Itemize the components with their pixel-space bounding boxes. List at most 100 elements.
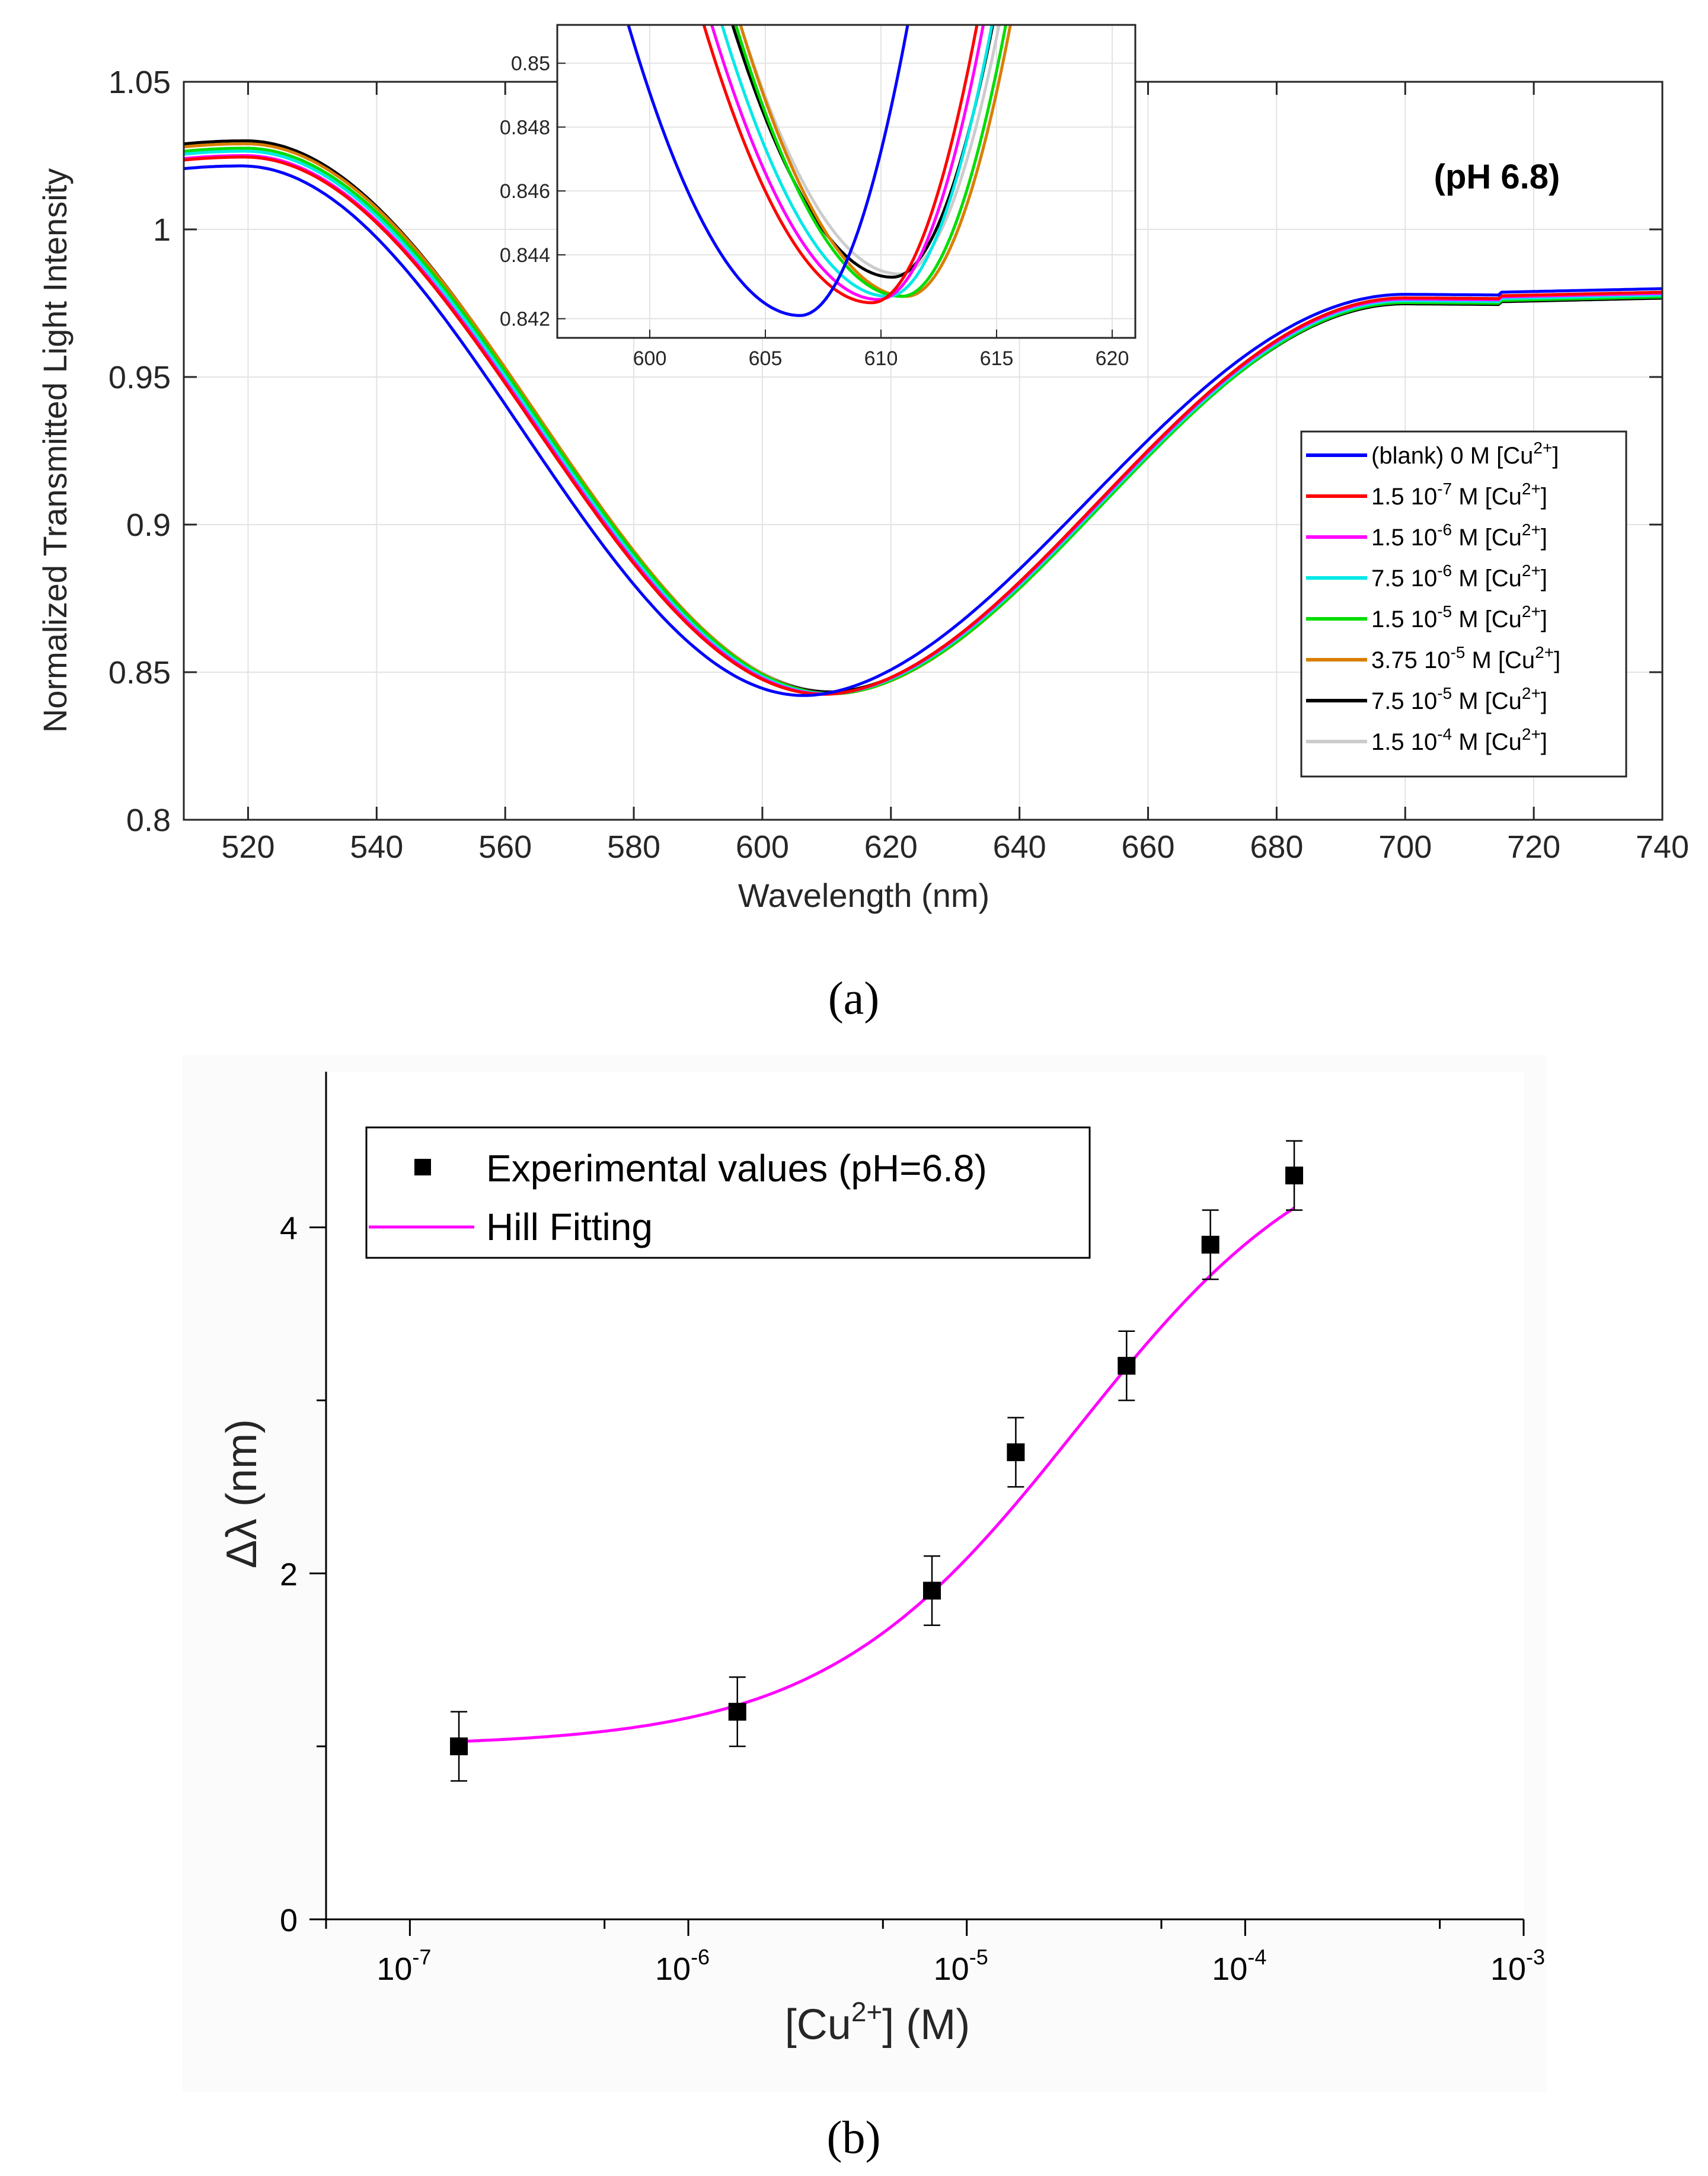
legend-conc: 1.5 10 [1371,606,1437,632]
inset-y-tick-label: 0.848 [500,116,550,139]
legend-exponent: -5 [1437,602,1452,621]
legend-exponent: -6 [1437,561,1452,580]
panel-a-x-axis-label: Wavelength (nm) [738,877,989,914]
legend-exponent: -7 [1437,480,1452,498]
legend-conc: 1.5 10 [1371,729,1437,755]
legend-label: 7.5 10-5 M [Cu2+] [1371,684,1547,714]
legend-cu-charge: 2+ [1522,561,1541,580]
x-tick-exponent: -5 [969,1945,988,1969]
x-tick-exponent: -7 [412,1945,431,1969]
data-marker [1285,1167,1304,1185]
data-point [728,1676,746,1747]
panel-b-y-tick-label: 4 [280,1211,298,1247]
inset-curve [710,25,985,301]
panel-b-x-tick-label: 10-3 [1490,1945,1545,1987]
legend-experimental-label: Experimental values (pH=6.8) [486,1147,987,1190]
panel-a-legend-item: 7.5 10-6 M [Cu2+] [1306,561,1547,592]
inset-y-tick-label: 0.85 [511,53,550,75]
legend-bracket: ] [1552,443,1559,469]
inset-x-tick-label: 620 [1096,347,1129,370]
panel-b-x-axis-label: [Cu2+] (M) [785,1996,970,2049]
legend-unit: M [Cu [1452,729,1522,755]
legend-conc: 1.5 10 [1371,525,1437,551]
inset-curve [627,25,909,317]
legend-bracket: ] [1541,688,1547,714]
legend-bracket: ] [1554,647,1560,673]
panel-a-y-axis-label: Normalized Transmitted Light Intensity [36,168,74,733]
panel-a-legend-item: 1.5 10-6 M [Cu2+] [1306,520,1547,551]
panel-a-x-tick-label: 620 [864,829,918,865]
inset-y-tick-label: 0.846 [500,180,550,203]
legend-label: 7.5 10-6 M [Cu2+] [1371,561,1547,592]
panel-b-legend-box [365,1126,1091,1259]
data-point [1285,1140,1304,1211]
panel-a-x-tick-label: 560 [478,829,532,865]
panel-a-y-tick-label: 0.9 [126,507,171,543]
inset-x-tick-label: 615 [980,347,1014,370]
panel-a-x-tick-label: 740 [1636,829,1689,865]
inset-ticks: 600 605 610 615 620 0.842 0.844 0.846 0.848 0.85 [500,53,1129,370]
x-tick-exponent: -4 [1247,1945,1266,1969]
legend-bracket: ] [1541,606,1547,632]
data-marker [1118,1357,1136,1375]
panel-b-y-axis-label: Δλ (nm) [218,1419,266,1568]
data-marker [728,1702,746,1721]
legend-unit: M [Cu [1452,525,1522,551]
data-point [1201,1209,1219,1280]
data-point [1007,1417,1025,1488]
legend-cu-charge: 2+ [1533,439,1552,457]
x-label-prefix: [Cu [785,2001,851,2049]
caption-b: (b) [827,2111,881,2163]
panel-b-y-tick-label: 2 [280,1557,298,1592]
panel-b-x-tick-label: 10-5 [934,1945,988,1987]
legend-unit: [Cu [1490,443,1533,469]
legend-exponent: -5 [1450,643,1465,662]
spectrum-curve [184,164,1662,697]
panel-a-x-tick-label: 700 [1378,829,1432,865]
ph-annotation: (pH 6.8) [1434,158,1560,196]
panel-a-x-tick-label: 680 [1250,829,1303,865]
legend-label: 1.5 10-4 M [Cu2+] [1371,725,1547,755]
inset-y-tick-label: 0.842 [500,308,550,331]
panel-a-legend-item: (blank) 0 M [Cu2+] [1306,439,1559,469]
data-marker [1007,1443,1025,1462]
legend-cu-charge: 2+ [1522,684,1541,702]
panel-a-legend-item: 3.75 10-5 M [Cu2+] [1306,643,1560,673]
x-label-superscript: 2+ [851,1996,882,2027]
panel-a-legend-items: (blank) 0 M [Cu2+]1.5 10-7 M [Cu2+]1.5 1… [1306,439,1560,755]
legend-label: 3.75 10-5 M [Cu2+] [1371,643,1560,673]
legend-hill-label: Hill Fitting [486,1206,653,1248]
legend-cu-charge: 2+ [1522,480,1541,498]
legend-exponent: -5 [1437,684,1452,702]
legend-cu-charge: 2+ [1522,520,1541,539]
panel-b-x-tick-label: 10-4 [1212,1945,1266,1987]
panel-b-x-tick-label: 10-7 [376,1945,431,1987]
legend-bracket: ] [1541,484,1547,510]
legend-unit: M [Cu [1452,565,1522,592]
x-tick-base: 10 [934,1951,969,1987]
panel-a-x-tick-label: 660 [1121,829,1174,865]
legend-conc: 7.5 10 [1371,565,1437,592]
panel-b-points [450,1140,1304,1782]
panel-a-tick-labels: 520 540 560 580 600 620 640 660 680 700 720 740 0.8 0… [108,65,1689,865]
legend-exponent: -6 [1437,520,1452,539]
panel-b-x-tick-label: 10-6 [655,1945,710,1987]
panel-a-y-tick-label: 1 [153,212,171,248]
legend-cu-charge: 2+ [1522,725,1541,743]
legend-unit: M [Cu [1452,606,1522,632]
panel-a-x-tick-label: 600 [736,829,789,865]
x-tick-base: 10 [1212,1951,1247,1987]
panel-b-ticks [309,1226,1525,1936]
panel-a-legend-box [1300,430,1627,778]
data-marker [450,1737,468,1756]
panel-a-x-tick-label: 520 [221,829,274,865]
panel-a-legend-item: 1.5 10-5 M [Cu2+] [1306,602,1547,632]
panel-b-legend: Experimental values (pH=6.8) Hill Fittin… [365,1126,1091,1259]
data-point [450,1711,468,1782]
legend-conc: 1.5 10 [1371,484,1437,510]
legend-unit: M [Cu [1452,688,1522,714]
legend-bracket: ] [1541,565,1547,592]
